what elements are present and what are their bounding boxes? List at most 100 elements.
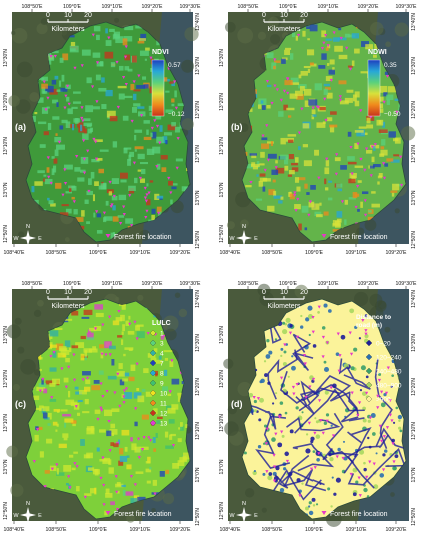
terrain-texture xyxy=(137,294,144,301)
raster-cell xyxy=(61,74,65,82)
fire-location-marker xyxy=(382,435,386,439)
raster-cell xyxy=(119,455,128,462)
terrain-texture xyxy=(33,309,42,318)
fire-location-marker xyxy=(265,124,269,128)
raster-cell xyxy=(306,192,310,195)
road-buffer-cell xyxy=(266,339,270,343)
fire-location-marker xyxy=(107,419,111,423)
fire-location-marker xyxy=(124,45,128,49)
legend-swatch xyxy=(149,419,157,427)
fire-location-marker xyxy=(94,140,98,144)
raster-cell xyxy=(47,334,51,341)
top-tick-label: 109°0'E xyxy=(63,281,82,287)
raster-cell xyxy=(89,327,97,332)
legend: Distance to road (m) 0~20 120~240 240~480 480… xyxy=(356,314,402,404)
raster-cell xyxy=(74,167,81,172)
raster-cell xyxy=(127,68,133,72)
raster-cell xyxy=(308,99,318,106)
raster-cell xyxy=(68,390,71,398)
fire-location-marker xyxy=(286,77,290,81)
raster-cell xyxy=(171,103,175,107)
raster-cell xyxy=(115,317,122,322)
raster-cell xyxy=(291,167,299,172)
fire-location-marker xyxy=(173,80,177,84)
road-line xyxy=(283,454,327,492)
raster-cell xyxy=(357,180,362,183)
fire-location-marker xyxy=(384,391,389,395)
right-tick-label: 13°40'N xyxy=(411,13,417,31)
road-buffer-cell xyxy=(364,334,369,339)
raster-cell xyxy=(65,121,71,128)
compass-s: S xyxy=(242,526,246,532)
road-buffer-cell xyxy=(311,379,315,383)
raster-cell xyxy=(68,347,72,353)
fire-location-marker xyxy=(122,205,126,209)
raster-cell xyxy=(88,178,92,185)
raster-cell xyxy=(161,167,167,173)
raster-cell xyxy=(105,28,108,34)
raster-cell xyxy=(71,186,77,191)
road-buffer-cell xyxy=(305,317,310,322)
raster-cell xyxy=(55,429,58,432)
raster-cell xyxy=(87,467,95,471)
raster-cell xyxy=(116,371,125,377)
fire-location-marker xyxy=(128,194,132,198)
terrain-texture xyxy=(66,25,72,32)
raster-cell xyxy=(123,372,130,377)
road-buffer-cell xyxy=(390,385,393,389)
fire-location-marker xyxy=(38,389,42,393)
fire-location-marker xyxy=(86,149,90,153)
raster-cell xyxy=(89,488,96,494)
fire-location-marker xyxy=(95,210,99,214)
raster-cell xyxy=(122,324,125,332)
raster-cell xyxy=(398,103,401,110)
raster-cell xyxy=(273,190,277,197)
raster-cell xyxy=(128,154,132,161)
road-buffer-cell xyxy=(398,426,402,430)
raster-cell xyxy=(59,125,64,130)
fire-location-marker xyxy=(321,335,326,339)
road-buffer-cell xyxy=(257,445,262,449)
left-tick-label: 13°10'N xyxy=(219,137,225,155)
road-buffer-cell xyxy=(243,451,247,455)
raster-cell xyxy=(128,185,136,191)
raster-cell xyxy=(113,443,119,448)
raster-cell xyxy=(86,427,95,435)
raster-cell xyxy=(39,451,44,458)
raster-cell xyxy=(327,197,333,201)
raster-cell xyxy=(280,137,286,145)
fire-legend-label: Forest fire location xyxy=(330,234,388,241)
raster-cell xyxy=(71,467,76,471)
raster-cell xyxy=(295,157,299,163)
terrain-texture xyxy=(164,328,177,341)
raster-cell xyxy=(296,186,301,192)
raster-cell xyxy=(84,355,87,361)
scale-label: 20 xyxy=(300,12,308,19)
raster-cell xyxy=(380,149,388,156)
legend-colorbar xyxy=(151,59,165,117)
raster-cell xyxy=(46,106,50,109)
raster-cell xyxy=(307,68,311,73)
raster-cell xyxy=(361,41,370,47)
road-line xyxy=(322,448,359,474)
raster-cell xyxy=(96,61,104,67)
raster-cell xyxy=(175,158,183,162)
legend: NDWI 0.35 −0.50 xyxy=(367,49,401,118)
fire-legend-label: Forest fire location xyxy=(114,234,172,241)
raster-cell xyxy=(130,498,137,504)
raster-cell xyxy=(138,38,146,41)
fire-location-marker xyxy=(85,376,90,380)
raster-cell xyxy=(34,111,38,115)
raster-cell xyxy=(155,432,158,438)
raster-cell xyxy=(86,190,93,196)
raster-cell xyxy=(145,468,152,473)
raster-cell xyxy=(278,200,283,204)
fire-location-marker xyxy=(337,369,341,373)
fire-location-marker xyxy=(296,197,300,201)
fire-location-marker xyxy=(123,55,128,59)
road-buffer-cell xyxy=(335,352,340,356)
road-buffer-cell xyxy=(398,419,401,423)
raster-cell xyxy=(177,438,182,443)
road-buffer-cell xyxy=(291,365,296,371)
fire-location-marker xyxy=(349,145,353,149)
